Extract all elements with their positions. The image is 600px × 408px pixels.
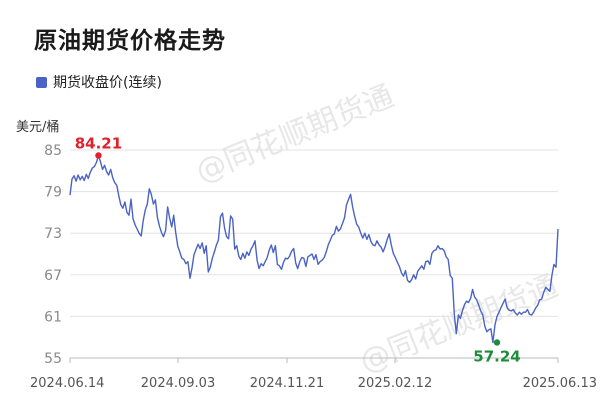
series-line-futures-close xyxy=(69,154,559,344)
y-axis-unit-label: 美元/桶 xyxy=(16,120,60,135)
x-axis-ticks: 2024.06.14 2024.09.03 2024.11.21 2025.02.12… xyxy=(30,358,597,391)
y-tick-label: 55 xyxy=(44,351,62,367)
low-point-marker xyxy=(493,339,501,346)
x-tick-label: 2025.02.12 xyxy=(358,376,432,391)
low-value-label: 57.24 xyxy=(473,347,520,365)
x-tick-label: 2025.06.13 xyxy=(523,376,597,391)
x-tick-label: 2024.06.14 xyxy=(30,376,104,391)
chart-legend[interactable]: 期货收盘价(连续) xyxy=(36,72,162,92)
y-tick-label: 85 xyxy=(44,143,62,159)
y-tick-label: 79 xyxy=(44,185,62,201)
chart-title: 原油期货价格走势 xyxy=(34,28,226,54)
grid-lines xyxy=(70,149,558,317)
y-axis-ticks: 85 79 73 67 61 55 xyxy=(44,143,62,367)
y-tick-label: 61 xyxy=(44,309,62,325)
y-tick-label: 73 xyxy=(44,226,62,242)
x-tick-label: 2024.11.21 xyxy=(250,376,324,391)
high-value-label: 84.21 xyxy=(75,134,122,152)
extreme-value-markers: 84.21 57.24 xyxy=(75,134,521,365)
x-tick-label: 2024.09.03 xyxy=(141,376,215,391)
high-point-marker xyxy=(95,152,102,159)
y-tick-label: 67 xyxy=(44,268,62,284)
legend-swatch xyxy=(36,76,47,88)
legend-label: 期货收盘价(连续) xyxy=(53,75,162,91)
